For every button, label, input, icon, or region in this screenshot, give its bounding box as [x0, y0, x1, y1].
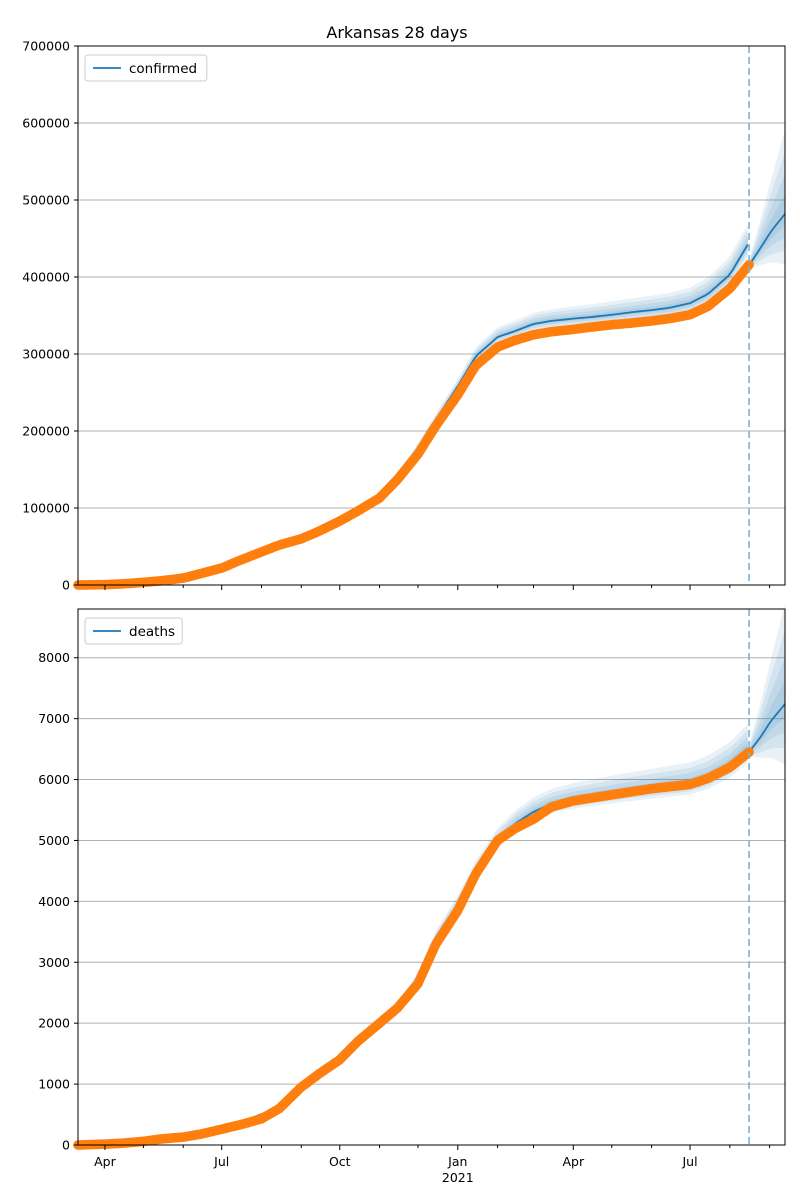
x-tick-label: Apr — [94, 1154, 116, 1169]
y-tick-label: 1000 — [38, 1077, 70, 1092]
forecast-mean-line — [748, 703, 786, 753]
legend: confirmed — [84, 54, 208, 82]
forecast-mean-line — [748, 213, 786, 266]
forecast-uncertainty-band — [749, 174, 785, 268]
forecast-uncertainty-band — [749, 657, 785, 755]
observed-point — [744, 259, 754, 270]
axes-frame — [77, 45, 786, 586]
y-tick-label: 300000 — [22, 347, 70, 362]
forecast-uncertainty-band — [749, 630, 785, 756]
model-uncertainty-band — [78, 736, 748, 1145]
x-tick-label: Apr — [562, 1154, 584, 1169]
y-tick-label: 600000 — [22, 116, 70, 131]
x-tick-label: Jul — [213, 1154, 229, 1169]
legend-label: deaths — [129, 624, 175, 640]
y-tick-label: 400000 — [22, 270, 70, 285]
confirmed-panel: 0 100000 200000 300000 400000 500000 600000 700… — [22, 39, 786, 593]
x-year-label: 2021 — [442, 1170, 474, 1185]
legend-label: confirmed — [129, 61, 197, 77]
axes-frame — [77, 608, 786, 1146]
y-tick-label: 4000 — [38, 894, 70, 909]
model-uncertainty-band — [78, 730, 748, 1145]
y-tick-label: 0 — [62, 578, 70, 593]
chart-title: Arkansas 28 days — [326, 23, 467, 42]
x-tick-label: Jan — [447, 1154, 467, 1169]
y-tick-label: 6000 — [38, 772, 70, 787]
y-tick-label: 5000 — [38, 833, 70, 848]
forecast-uncertainty-band — [749, 194, 785, 267]
y-tick-label: 8000 — [38, 650, 70, 665]
plot-area — [78, 609, 785, 1145]
x-tick-label: Oct — [329, 1154, 351, 1169]
x-tick-label: Jul — [682, 1154, 698, 1169]
model-uncertainty-band — [78, 224, 748, 585]
forecast-uncertainty-band — [749, 151, 785, 268]
y-tick-label: 0 — [62, 1138, 70, 1153]
deaths-panel: 0 1000 2000 3000 4000 5000 6000 7000 8000 deaths A… — [38, 603, 786, 1185]
y-tick-label: 100000 — [22, 501, 70, 516]
y-tick-label: 7000 — [38, 711, 70, 726]
forecast-uncertainty-band — [749, 680, 785, 754]
y-tick-label: 200000 — [22, 424, 70, 439]
y-tick-label: 700000 — [22, 39, 70, 54]
forecast-uncertainty-band — [749, 129, 785, 269]
legend-box — [84, 54, 208, 82]
y-tick-label: 2000 — [38, 1016, 70, 1031]
legend-box — [84, 617, 183, 645]
forecast-uncertainty-band — [749, 603, 785, 765]
legend: deaths — [84, 617, 183, 645]
y-tick-label: 3000 — [38, 955, 70, 970]
y-tick-label: 500000 — [22, 193, 70, 208]
model-uncertainty-band — [78, 724, 748, 1145]
